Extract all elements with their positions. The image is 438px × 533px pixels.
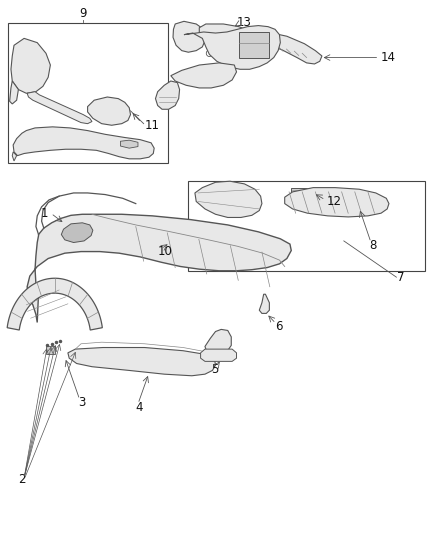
Text: 4: 4 xyxy=(136,401,143,414)
Polygon shape xyxy=(184,26,280,69)
Polygon shape xyxy=(201,349,237,361)
Polygon shape xyxy=(155,81,180,109)
Polygon shape xyxy=(68,348,215,376)
Polygon shape xyxy=(205,329,231,356)
Text: 2: 2 xyxy=(18,473,26,486)
Text: 3: 3 xyxy=(78,396,85,409)
Polygon shape xyxy=(253,32,322,64)
Polygon shape xyxy=(88,97,131,125)
Polygon shape xyxy=(171,63,237,88)
Text: 14: 14 xyxy=(381,51,396,64)
Polygon shape xyxy=(10,81,18,104)
Polygon shape xyxy=(13,127,154,159)
Text: 10: 10 xyxy=(158,245,173,258)
Polygon shape xyxy=(27,214,291,322)
Polygon shape xyxy=(61,223,93,243)
Text: 5: 5 xyxy=(211,363,218,376)
Text: 9: 9 xyxy=(79,7,87,20)
Bar xyxy=(188,181,425,271)
Polygon shape xyxy=(195,181,262,217)
Text: 11: 11 xyxy=(145,119,159,132)
Bar xyxy=(8,23,168,163)
Text: 13: 13 xyxy=(237,16,251,29)
Text: 1: 1 xyxy=(41,207,48,220)
Polygon shape xyxy=(199,24,255,48)
Polygon shape xyxy=(46,346,55,354)
Polygon shape xyxy=(11,38,50,93)
Polygon shape xyxy=(285,188,389,217)
Polygon shape xyxy=(27,92,92,124)
Text: 12: 12 xyxy=(326,195,341,208)
Polygon shape xyxy=(120,140,138,148)
Polygon shape xyxy=(291,188,313,198)
Polygon shape xyxy=(259,294,269,313)
Polygon shape xyxy=(173,21,206,52)
Polygon shape xyxy=(12,152,17,161)
Polygon shape xyxy=(239,32,269,58)
Text: 8: 8 xyxy=(369,239,376,252)
Text: 7: 7 xyxy=(397,271,405,284)
Polygon shape xyxy=(7,278,102,330)
Text: 6: 6 xyxy=(275,320,283,333)
